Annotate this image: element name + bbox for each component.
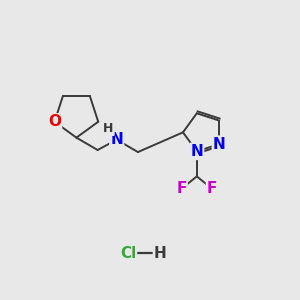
Text: Cl: Cl <box>120 246 136 261</box>
Text: O: O <box>48 114 61 129</box>
Text: H: H <box>154 246 167 261</box>
Text: N: N <box>110 132 123 147</box>
Text: F: F <box>207 181 217 196</box>
Text: H: H <box>103 122 114 135</box>
Text: N: N <box>190 144 203 159</box>
Text: F: F <box>176 181 187 196</box>
Text: N: N <box>213 136 226 152</box>
